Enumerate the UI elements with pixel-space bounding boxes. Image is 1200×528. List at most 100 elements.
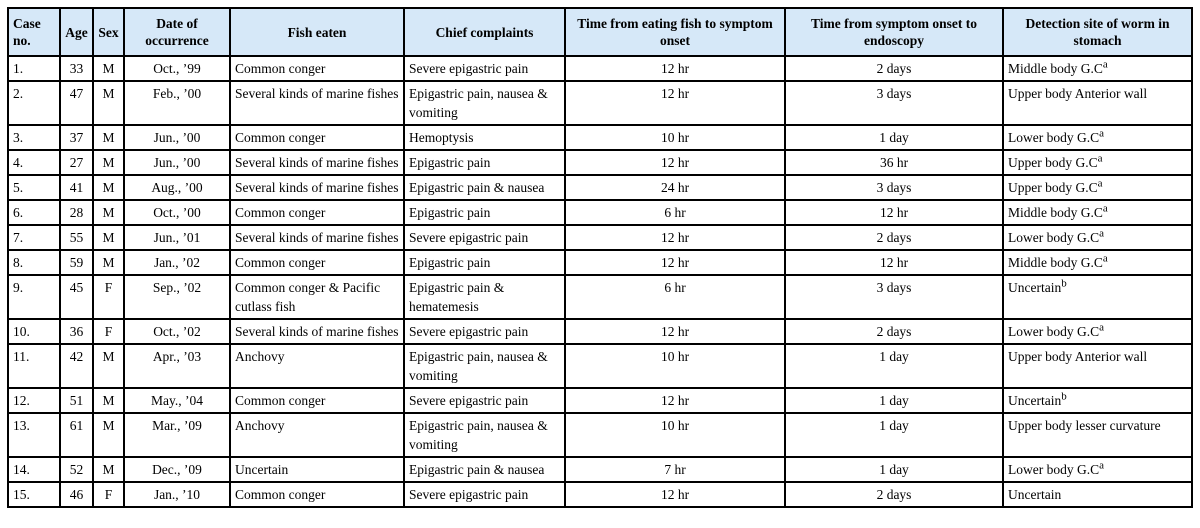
cell-time-to-onset: 12 hr [564,249,786,276]
cell-age: 46 [59,481,94,508]
cell-chief-complaints: Epigastric pain [403,149,566,176]
table-row: 11. 42 M Apr., ’03 Anchovy Epigastric pa… [7,343,1193,389]
table-row: 10. 36 F Oct., ’02 Several kinds of mari… [7,318,1193,345]
footnote-marker: a [1102,58,1108,71]
cell-age: 52 [59,456,94,483]
table-row: 13. 61 M Mar., ’09 Anchovy Epigastric pa… [7,412,1193,458]
cell-fish-eaten: Several kinds of marine fishes [229,174,405,201]
table-row: 14. 52 M Dec., ’09 Uncertain Epigastric … [7,456,1193,483]
footnote-marker: a [1099,321,1105,334]
cell-case-no: 2. [7,80,61,126]
cell-time-to-onset: 12 hr [564,481,786,508]
footnote-marker: a [1102,252,1108,265]
footnote-marker: b [1061,390,1067,403]
cell-chief-complaints: Epigastric pain [403,199,566,226]
cell-age: 27 [59,149,94,176]
footnote-marker: a [1099,227,1105,240]
column-header-date-of-occurrence: Date of occurrence [123,7,231,57]
cell-time-to-onset: 10 hr [564,412,786,458]
detection-site-text: Lower body G.C [1008,462,1100,477]
table-row: 8. 59 M Jan., ’02 Common conger Epigastr… [7,249,1193,276]
table-row: 3. 37 M Jun., ’00 Common conger Hemoptys… [7,124,1193,151]
table-row: 6. 28 M Oct., ’00 Common conger Epigastr… [7,199,1193,226]
detection-site-text: Upper body G.C [1008,155,1098,170]
cell-date-of-occurrence: Sep., ’02 [123,274,231,320]
cell-fish-eaten: Uncertain [229,456,405,483]
cell-fish-eaten: Common conger & Pacific cutlass fish [229,274,405,320]
cell-age: 61 [59,412,94,458]
footnote-marker: b [1061,277,1067,290]
cell-fish-eaten: Several kinds of marine fishes [229,318,405,345]
cell-age: 47 [59,80,94,126]
cell-detection-site: Lower body G.Ca [1002,124,1193,151]
cell-fish-eaten: Anchovy [229,412,405,458]
cell-time-to-onset: 6 hr [564,199,786,226]
cell-age: 41 [59,174,94,201]
cell-sex: M [92,80,125,126]
cell-fish-eaten: Several kinds of marine fishes [229,224,405,251]
cell-sex: F [92,481,125,508]
cell-time-to-endoscopy: 2 days [784,481,1004,508]
cell-sex: F [92,318,125,345]
cell-fish-eaten: Anchovy [229,343,405,389]
cell-date-of-occurrence: Oct., ’02 [123,318,231,345]
detection-site-text: Uncertain [1008,280,1062,295]
cell-sex: F [92,274,125,320]
column-header-fish-eaten: Fish eaten [229,7,405,57]
cell-age: 28 [59,199,94,226]
detection-site-text: Lower body G.C [1008,130,1100,145]
cell-age: 59 [59,249,94,276]
cell-sex: M [92,199,125,226]
cell-time-to-endoscopy: 3 days [784,174,1004,201]
cell-time-to-endoscopy: 1 day [784,124,1004,151]
cell-time-to-onset: 12 hr [564,318,786,345]
cell-age: 42 [59,343,94,389]
cell-case-no: 5. [7,174,61,201]
column-header-sex: Sex [92,7,125,57]
cell-detection-site: Middle body G.Ca [1002,55,1193,82]
column-header-detection-site: Detection site of worm in stomach [1002,7,1193,57]
cell-age: 45 [59,274,94,320]
cell-fish-eaten: Several kinds of marine fishes [229,149,405,176]
cell-date-of-occurrence: Feb., ’00 [123,80,231,126]
cell-case-no: 13. [7,412,61,458]
detection-site-text: Upper body Anterior wall [1008,349,1148,364]
cell-case-no: 10. [7,318,61,345]
column-header-time-onset-to-endoscopy: Time from symptom onset to endoscopy [784,7,1004,57]
table-body: 1. 33 M Oct., ’99 Common conger Severe e… [7,55,1193,508]
table-row: 5. 41 M Aug., ’00 Several kinds of marin… [7,174,1193,201]
table-row: 9. 45 F Sep., ’02 Common conger & Pacifi… [7,274,1193,320]
cell-date-of-occurrence: May., ’04 [123,387,231,414]
cell-chief-complaints: Hemoptysis [403,124,566,151]
cell-sex: M [92,149,125,176]
cell-chief-complaints: Severe epigastric pain [403,318,566,345]
cell-chief-complaints: Epigastric pain & nausea [403,174,566,201]
detection-site-text: Middle body G.C [1008,205,1103,220]
cell-case-no: 14. [7,456,61,483]
cell-date-of-occurrence: Jan., ’10 [123,481,231,508]
column-header-time-to-symptom-onset: Time from eating fish to symptom onset [564,7,786,57]
cell-age: 33 [59,55,94,82]
cell-chief-complaints: Severe epigastric pain [403,224,566,251]
table-row: 12. 51 M May., ’04 Common conger Severe … [7,387,1193,414]
cell-time-to-endoscopy: 2 days [784,224,1004,251]
cell-case-no: 8. [7,249,61,276]
cell-chief-complaints: Severe epigastric pain [403,55,566,82]
cell-case-no: 3. [7,124,61,151]
cell-detection-site: Upper body G.Ca [1002,149,1193,176]
cell-chief-complaints: Epigastric pain, nausea & vomiting [403,412,566,458]
cell-detection-site: Upper body Anterior wall [1002,343,1193,389]
cell-sex: M [92,343,125,389]
cell-case-no: 1. [7,55,61,82]
cell-date-of-occurrence: Aug., ’00 [123,174,231,201]
cell-fish-eaten: Several kinds of marine fishes [229,80,405,126]
cell-detection-site: Lower body G.Ca [1002,318,1193,345]
cell-sex: M [92,387,125,414]
cell-time-to-endoscopy: 1 day [784,387,1004,414]
cell-time-to-endoscopy: 2 days [784,55,1004,82]
cell-time-to-onset: 10 hr [564,343,786,389]
header-row: Case no. Age Sex Date of occurrence Fish… [7,7,1193,57]
cell-fish-eaten: Common conger [229,55,405,82]
cell-case-no: 12. [7,387,61,414]
cell-time-to-endoscopy: 36 hr [784,149,1004,176]
